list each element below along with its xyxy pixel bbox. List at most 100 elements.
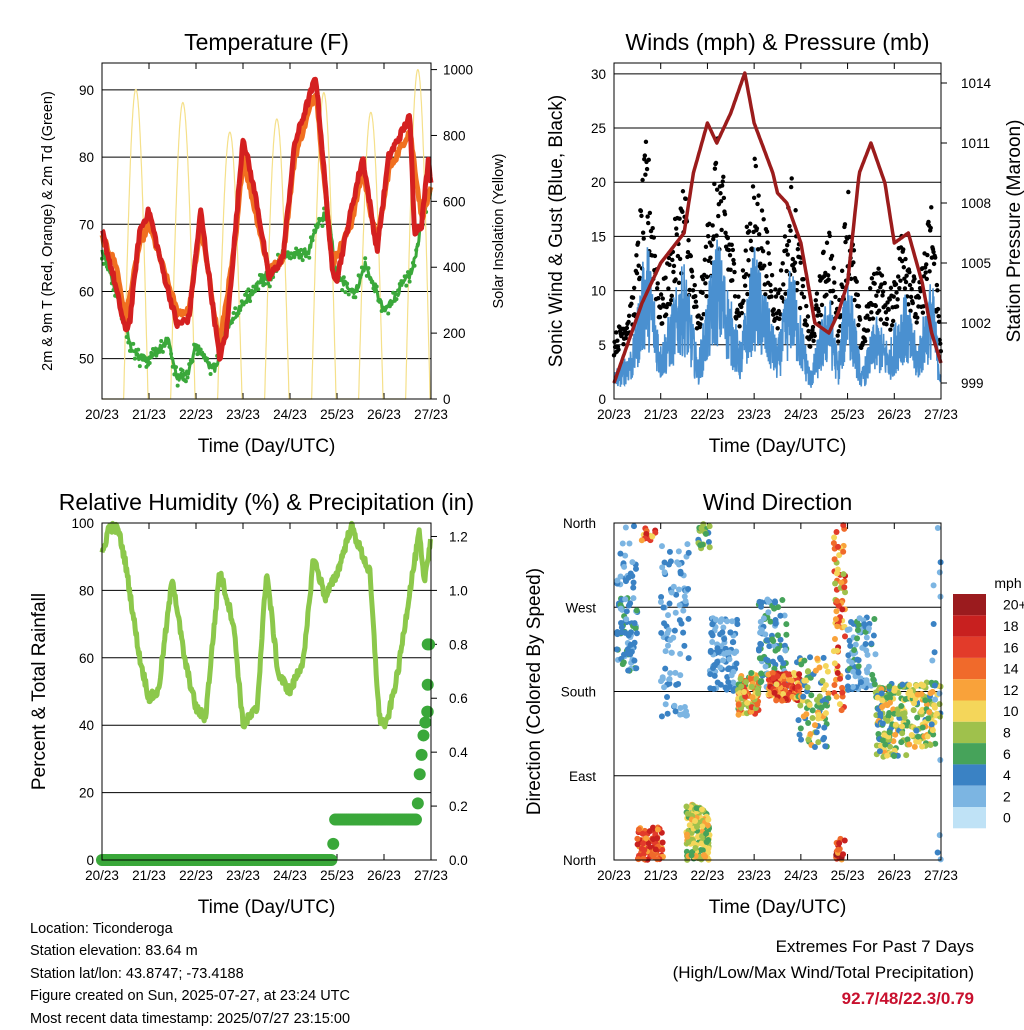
colorbar-label: 12 <box>1003 682 1019 698</box>
direction-point <box>927 690 934 697</box>
gust-point <box>883 310 889 315</box>
direction-point <box>710 685 717 692</box>
x-tick-label: 22/23 <box>691 868 725 883</box>
direction-point <box>855 663 862 670</box>
gust-point <box>826 277 831 282</box>
x-tick-label: 26/23 <box>877 868 911 883</box>
gust-point <box>908 308 913 314</box>
gust-point <box>704 293 709 299</box>
dewpoint-point <box>307 255 312 260</box>
dewpoint-point <box>134 352 139 357</box>
direction-point <box>879 704 886 711</box>
gust-point <box>904 273 909 278</box>
direction-point <box>837 675 844 682</box>
gust-point <box>657 314 663 320</box>
direction-point <box>640 855 647 862</box>
direction-point <box>930 582 937 589</box>
x-tick-label: 22/23 <box>179 407 213 422</box>
direction-point <box>831 534 838 541</box>
direction-point <box>914 714 921 721</box>
direction-point <box>859 644 866 651</box>
gust-point <box>702 257 708 262</box>
direction-point <box>673 591 680 598</box>
gust-point <box>712 181 717 187</box>
direction-point <box>814 655 821 662</box>
gust-point <box>808 344 813 349</box>
panel-title: Wind Direction <box>703 489 853 515</box>
dewpoint-point <box>236 311 241 316</box>
gust-point <box>921 304 926 309</box>
gust-point <box>912 276 917 282</box>
direction-point <box>635 826 642 833</box>
gust-point <box>879 273 885 278</box>
gust-point <box>768 282 773 288</box>
direction-point <box>614 577 621 584</box>
direction-point <box>913 727 920 734</box>
gust-point <box>689 269 695 274</box>
colorbar-swatch <box>953 615 986 637</box>
direction-point <box>795 717 802 724</box>
direction-point <box>699 847 706 854</box>
gust-point <box>903 279 909 285</box>
gust-point <box>907 282 913 288</box>
direction-point <box>915 738 922 745</box>
gust-point <box>646 157 651 163</box>
direction-point <box>659 564 666 571</box>
direction-point <box>811 722 818 729</box>
gust-point <box>856 304 862 309</box>
direction-point <box>815 739 822 746</box>
y-tick-label: 10 <box>591 284 606 299</box>
dewpoint-point <box>129 348 134 353</box>
direction-point <box>623 608 630 615</box>
direction-point <box>756 655 763 662</box>
direction-point <box>668 589 675 596</box>
gust-point <box>831 265 836 271</box>
direction-point <box>783 631 790 638</box>
gust-point <box>865 328 871 333</box>
gust-point <box>742 283 748 288</box>
precip-point <box>415 748 428 761</box>
direction-point <box>886 683 893 690</box>
direction-point <box>631 657 638 664</box>
dewpoint-point <box>101 261 106 266</box>
gust-point <box>936 319 942 325</box>
y2-tick-label: 1008 <box>961 196 991 211</box>
dewpoint-point <box>252 289 257 294</box>
direction-point <box>654 856 661 863</box>
info-created: Figure created on Sun, 2025-07-27, at 23… <box>30 988 350 1005</box>
dewpoint-point <box>320 223 325 228</box>
gust-point <box>865 313 870 318</box>
colorbar-label: 20+ <box>1003 597 1024 613</box>
extremes-box: Extremes For Past 7 Days (High/Low/Max W… <box>673 934 974 1012</box>
gust-point <box>886 307 891 312</box>
direction-point <box>772 599 779 606</box>
plot-frame <box>101 522 432 861</box>
direction-point <box>891 753 898 760</box>
gust-point <box>894 304 900 309</box>
x-tick-label: 24/23 <box>273 407 307 422</box>
gust-point <box>727 252 733 258</box>
x-tick-label: 27/23 <box>414 407 448 422</box>
gust-point <box>915 315 920 320</box>
y-tick-label: 50 <box>79 352 94 367</box>
direction-point <box>617 573 624 580</box>
direction-point <box>913 682 920 689</box>
gust-point <box>700 290 705 296</box>
gust-point <box>617 324 622 330</box>
direction-point <box>717 664 724 671</box>
direction-point <box>871 681 878 688</box>
dewpoint-point <box>259 280 264 285</box>
y-tick-label: 0 <box>86 853 94 868</box>
dewpoint-point <box>391 290 396 295</box>
dewpoint-point <box>285 250 290 255</box>
direction-point <box>855 657 862 664</box>
direction-point <box>930 621 937 628</box>
x-tick-label: 20/23 <box>597 868 631 883</box>
y-tick-label: East <box>569 769 596 784</box>
direction-point <box>811 744 818 751</box>
y-tick-label: 0 <box>598 392 606 407</box>
direction-point <box>633 607 640 614</box>
direction-point <box>832 580 839 587</box>
direction-point <box>858 679 865 686</box>
direction-point <box>906 682 913 689</box>
